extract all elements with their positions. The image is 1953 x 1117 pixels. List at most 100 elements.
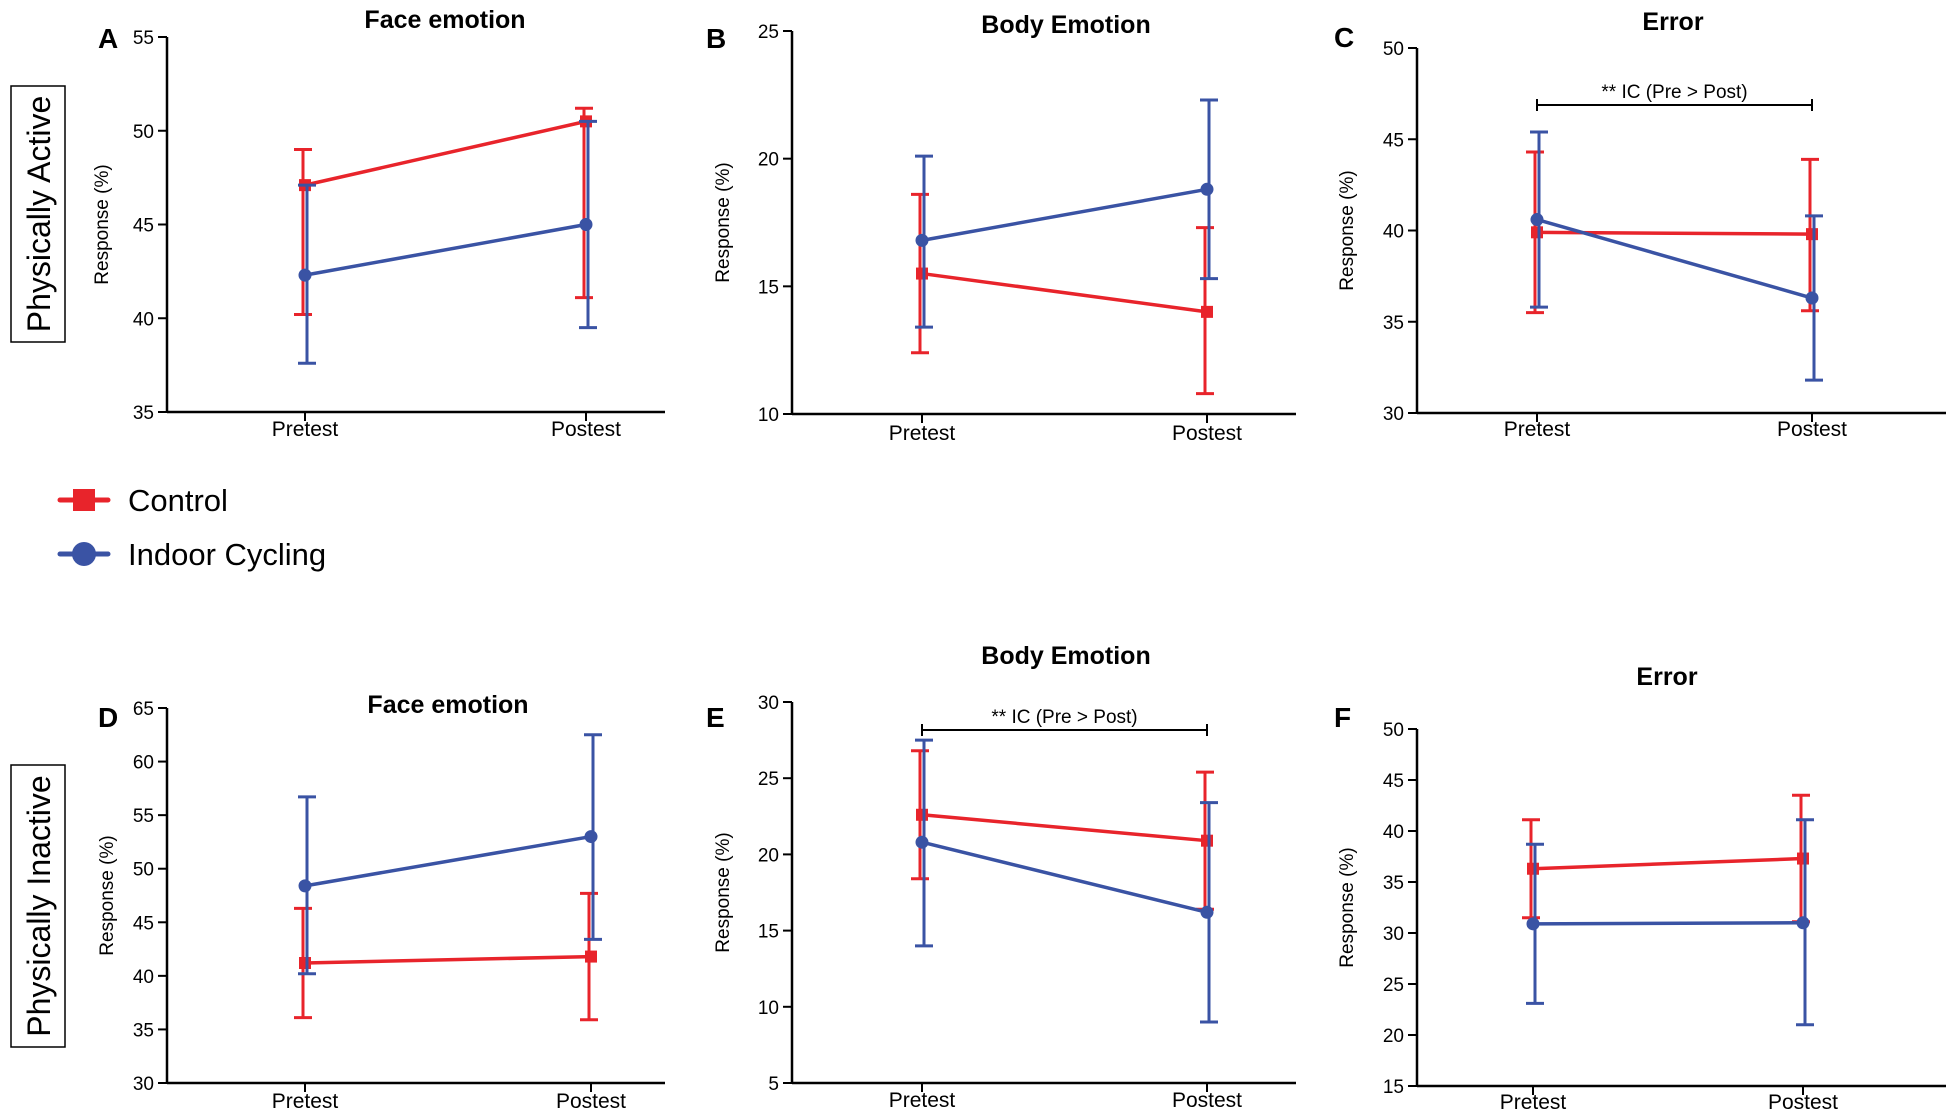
panel-b-control-point xyxy=(916,267,928,280)
panel-e-indoor-cycling-point xyxy=(915,835,929,849)
panel-c-y-axis-label: Response (%) xyxy=(1337,170,1358,290)
panel-f-x-tick-label: Postest xyxy=(1768,1091,1838,1114)
panel-c-y-tick-label: 30 xyxy=(1383,404,1404,425)
panel-f-control-point xyxy=(1797,852,1809,865)
panel-e-indoor-cycling-series-line xyxy=(921,840,1208,915)
panel-d-y-tick-label: 30 xyxy=(133,1074,154,1095)
panel-f-y-tick-label: 45 xyxy=(1383,771,1404,792)
panel-a-y-axis-label: Response (%) xyxy=(92,164,113,284)
panel-c-title: Error xyxy=(1642,8,1703,36)
panel-f-indoor-cycling-series-line xyxy=(1532,921,1804,926)
panel-b-y-axis-label: Response (%) xyxy=(713,162,734,282)
panel-c-indoor-cycling-series-line xyxy=(1536,217,1813,300)
panel-d-letter: D xyxy=(98,702,118,733)
panel-a-title: Face emotion xyxy=(364,6,525,34)
panel-f-control-point xyxy=(1527,862,1539,875)
panel-b-x-tick-label: Pretest xyxy=(889,422,956,445)
panel-e-y-tick-label: 30 xyxy=(758,693,779,714)
panel-f-y-tick-label: 30 xyxy=(1383,924,1404,945)
panel-f-title: Error xyxy=(1636,663,1697,691)
panel-e-y-tick-label: 20 xyxy=(758,845,779,866)
panel-a-control-series-line xyxy=(304,119,587,187)
panel-d-indoor-cycling-point xyxy=(298,879,312,893)
row-label-inactive-box xyxy=(10,764,66,1048)
panel-d-y-axis-label: Response (%) xyxy=(97,835,118,955)
panel-c-y-tick-label: 40 xyxy=(1383,222,1404,243)
legend: Control Indoor Cycling xyxy=(57,483,326,572)
row-label-active: Physically Active xyxy=(10,85,66,343)
panel-a-letter: A xyxy=(98,23,118,54)
panel-a-y-tick-label: 55 xyxy=(133,28,154,49)
legend-control-square-marker xyxy=(73,489,95,511)
panel-d-y-tick-label: 60 xyxy=(133,753,154,774)
panel-e: 5 10 15 20 25 30 Pretest Postest Body Emotion E Re… xyxy=(706,642,1296,1112)
panel-d-title: Face emotion xyxy=(367,691,528,719)
panel-f-y-tick-label: 25 xyxy=(1383,975,1404,996)
panel-d-control-point xyxy=(585,950,597,963)
panel-c-control-point xyxy=(1806,228,1818,241)
panel-a-indoor-cycling-point xyxy=(579,218,593,231)
panel-b-title: Body Emotion xyxy=(981,11,1150,39)
legend-item-control: Control xyxy=(57,483,228,518)
panel-d-y-tick-label: 55 xyxy=(133,806,154,827)
panel-d-y-tick-label: 45 xyxy=(133,913,154,934)
panel-b-control-series-line xyxy=(921,271,1208,314)
panel-b-letter: B xyxy=(706,23,726,54)
legend-cycling-circle-marker xyxy=(72,542,96,566)
panel-a-y-tick-label: 35 xyxy=(133,403,154,424)
panel-c-y-tick-label: 35 xyxy=(1383,313,1404,334)
panel-a-x-tick-label: Pretest xyxy=(272,418,339,441)
panel-b-y-tick-label: 15 xyxy=(758,277,779,298)
panel-f: 15 20 25 30 35 40 45 50 Pretest Postest Error F Resp… xyxy=(1334,663,1946,1114)
panel-f-y-tick-label: 35 xyxy=(1383,873,1404,894)
panel-c: 30 35 40 45 50 Pretest Postest Error C Response (… xyxy=(1334,8,1946,441)
legend-item-indoor-cycling: Indoor Cycling xyxy=(57,537,326,572)
panel-d-indoor-cycling-series-line xyxy=(304,834,592,888)
panel-f-y-tick-label: 40 xyxy=(1383,822,1404,843)
panel-a-y-tick-label: 50 xyxy=(133,122,154,143)
panel-a-y-tick-label: 40 xyxy=(133,309,154,330)
panel-b: 10 15 20 25 Pretest Postest Body Emotion B Respo… xyxy=(706,11,1296,445)
panel-d-y-tick-label: 65 xyxy=(133,699,154,720)
panel-d: 30 35 40 45 50 55 60 65 Pretest Postest Face emoti… xyxy=(97,691,665,1113)
panel-e-control-point xyxy=(916,808,928,821)
panel-b-y-tick-label: 20 xyxy=(758,150,779,171)
panel-e-significance-label: ** IC (Pre > Post) xyxy=(991,707,1137,728)
panel-b-control-point xyxy=(1201,305,1213,318)
panel-d-y-tick-label: 35 xyxy=(133,1020,154,1041)
panel-f-letter: F xyxy=(1334,702,1351,733)
panel-e-title: Body Emotion xyxy=(981,642,1150,670)
panel-f-y-tick-label: 20 xyxy=(1383,1026,1404,1047)
panel-a-x-tick-label: Postest xyxy=(551,418,621,441)
panel-d-indoor-cycling-point xyxy=(584,830,598,844)
panel-b-indoor-cycling-point xyxy=(1200,182,1214,196)
panel-f-y-tick-label: 50 xyxy=(1383,720,1404,741)
panel-c-letter: C xyxy=(1334,22,1354,53)
legend-cycling-label: Indoor Cycling xyxy=(128,537,326,572)
panel-f-x-tick-label: Pretest xyxy=(1500,1091,1567,1114)
panel-b-indoor-cycling-point xyxy=(915,233,929,247)
panel-f-y-tick-label: 15 xyxy=(1383,1077,1404,1098)
panel-e-y-tick-label: 10 xyxy=(758,998,779,1019)
panel-d-y-tick-label: 40 xyxy=(133,967,154,988)
panel-c-x-tick-label: Postest xyxy=(1777,418,1847,441)
panel-a-y-tick-label: 45 xyxy=(133,216,154,237)
panel-a: 35 40 45 50 55 Pretest Postest Face emotion A Res… xyxy=(92,6,665,441)
panel-d-y-tick-label: 50 xyxy=(133,860,154,881)
row-label-active-box xyxy=(10,85,66,343)
panel-c-x-tick-label: Pretest xyxy=(1504,418,1571,441)
panel-b-x-tick-label: Postest xyxy=(1172,422,1242,445)
panel-c-indoor-cycling-point xyxy=(1530,213,1544,227)
panel-e-y-tick-label: 15 xyxy=(758,922,779,943)
panel-e-indoor-cycling-point xyxy=(1200,905,1214,919)
panel-f-y-axis-label: Response (%) xyxy=(1337,847,1358,967)
panel-e-letter: E xyxy=(706,702,725,733)
panel-e-x-tick-label: Postest xyxy=(1172,1089,1242,1112)
panel-c-significance-label: ** IC (Pre > Post) xyxy=(1601,82,1747,103)
legend-control-label: Control xyxy=(128,483,228,518)
panel-c-indoor-cycling-point xyxy=(1805,291,1819,305)
row-label-active-text: Physically Active xyxy=(21,96,57,333)
panel-b-indoor-cycling-series-line xyxy=(921,187,1208,243)
panel-a-indoor-cycling-point xyxy=(298,268,312,282)
